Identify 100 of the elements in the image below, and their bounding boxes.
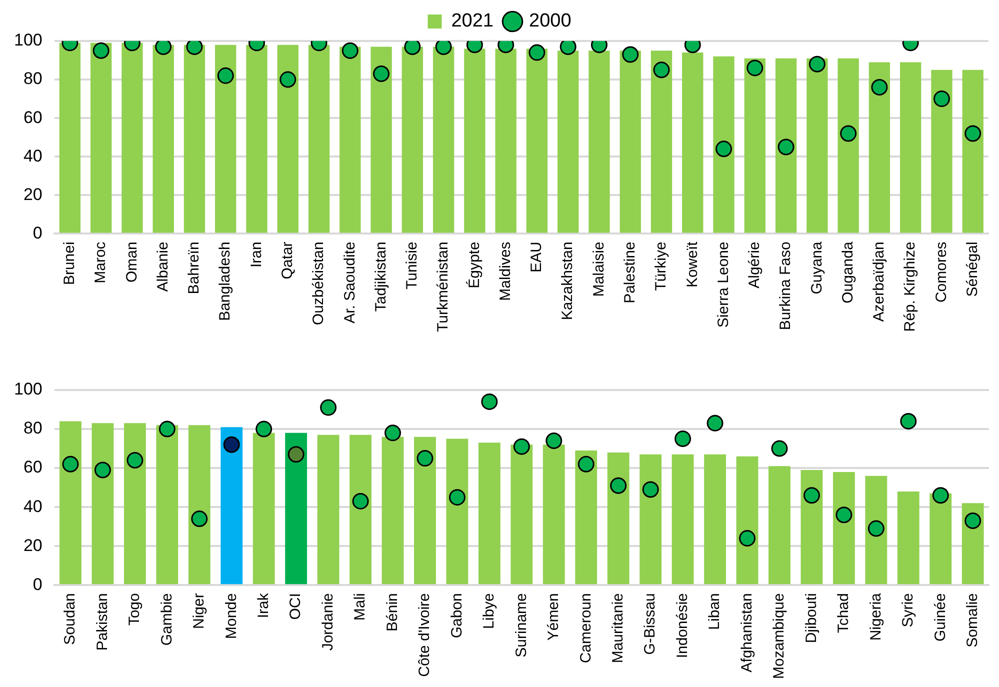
x-tick-label: Ouzbékistan [310, 242, 328, 326]
point [92, 42, 110, 59]
bar [736, 456, 758, 584]
x-tick-label: Gambie [158, 593, 176, 646]
bar [800, 470, 823, 584]
bar [900, 62, 922, 233]
x-tick-label: Liban [706, 593, 724, 630]
point [513, 438, 530, 455]
bar [446, 438, 468, 584]
y-tick-label: 40 [23, 496, 42, 516]
bar [277, 44, 298, 233]
y-tick-label: 0 [32, 574, 42, 594]
point [803, 487, 820, 504]
point [320, 399, 337, 416]
point [191, 510, 208, 528]
x-tick-label: Malaisie [590, 242, 608, 297]
point [223, 436, 240, 453]
legend-label: 2000 [529, 10, 572, 32]
x-tick-label: Pakistan [94, 593, 111, 651]
x-tick-label: Jordanie [319, 593, 336, 651]
point [560, 41, 576, 56]
x-tick-label: Mauritanie [609, 593, 626, 664]
bar [350, 434, 372, 584]
x-tick-label: Oman [123, 242, 140, 283]
bar [152, 44, 174, 233]
x-tick-label: Tchad [835, 593, 852, 634]
point [746, 60, 764, 76]
x-tick-label: Maroc [92, 241, 110, 284]
bar [744, 58, 766, 233]
point [932, 487, 949, 504]
point [155, 41, 172, 56]
y-tick-label: 60 [23, 108, 42, 127]
y-tick-label: 40 [23, 146, 42, 166]
point [642, 481, 659, 498]
y-tick-label: 80 [23, 69, 42, 88]
y-tick-label: 20 [23, 536, 42, 555]
bar [432, 46, 454, 233]
x-tick-label: Türkiye [652, 242, 670, 291]
x-tick-label: Brunei [61, 242, 78, 286]
x-tick-label: Afghanistan [738, 593, 756, 672]
x-tick-label: Guinée [932, 593, 949, 642]
bar [865, 476, 888, 584]
x-tick-label: Mali [352, 593, 369, 621]
bar [495, 48, 516, 233]
point [622, 46, 639, 63]
bar [510, 444, 533, 584]
x-tick-label: Cameroun [577, 593, 594, 664]
x-tick-label: Azerbaïdjan [870, 242, 888, 322]
point [871, 78, 888, 96]
point [739, 530, 756, 547]
point [126, 452, 144, 468]
bar [775, 58, 797, 233]
bar [285, 432, 308, 584]
bar [588, 50, 610, 233]
bar [672, 454, 694, 584]
bar [92, 423, 114, 584]
bar [682, 52, 704, 233]
x-tick-label: OCI [287, 593, 304, 620]
y-tick-label: 0 [32, 223, 42, 242]
point [256, 420, 272, 438]
point [94, 462, 111, 478]
y-tick-label: 80 [23, 418, 42, 438]
x-tick-label: Côte d'Ivoire [416, 593, 434, 677]
bar [184, 44, 206, 233]
bar [215, 44, 236, 233]
bar [526, 48, 548, 233]
bar [806, 58, 828, 233]
bar [122, 42, 143, 233]
point [964, 512, 982, 529]
x-tick-label: Suriname [512, 593, 530, 658]
point [528, 44, 546, 61]
x-tick-label: Djibouti [802, 593, 820, 644]
bar [838, 58, 859, 233]
point [342, 42, 358, 59]
point [868, 520, 884, 537]
bar [931, 70, 952, 233]
bar [317, 434, 340, 584]
bar [308, 44, 330, 233]
point [610, 477, 627, 494]
bar [640, 454, 662, 584]
x-tick-label: Mozambique [770, 593, 788, 680]
bar [704, 454, 726, 584]
y-tick-label: 20 [23, 184, 42, 204]
bar [558, 50, 579, 233]
x-tick-label: Niger [190, 593, 208, 629]
point [836, 506, 852, 524]
bar [252, 432, 275, 584]
point [352, 492, 369, 510]
y-tick-label: 100 [14, 380, 42, 399]
x-tick-label: Maldives [496, 242, 514, 301]
x-tick-label: Turkménistan [434, 242, 452, 332]
point [653, 62, 670, 78]
bar [414, 436, 436, 584]
bar [188, 425, 210, 584]
x-tick-label: Burkina Faso [777, 242, 794, 330]
x-tick-label: Libye [480, 593, 498, 629]
point [373, 66, 390, 82]
x-tick-label: Indonésie [674, 593, 691, 658]
x-tick-label: Sénégal [964, 242, 981, 297]
x-tick-label: G-Bissau [642, 593, 659, 655]
